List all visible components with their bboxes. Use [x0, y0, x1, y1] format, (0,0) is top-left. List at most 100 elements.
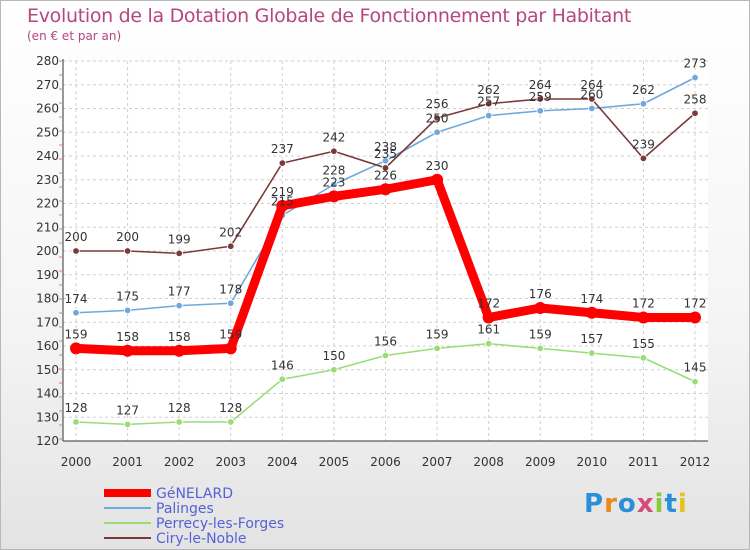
y-tick-label: 160 [36, 339, 59, 353]
chart-subtitle: (en € et par an) [27, 29, 122, 43]
data-label: 242 [322, 130, 345, 144]
data-point [330, 147, 338, 155]
data-point [276, 199, 289, 212]
y-tick-label: 250 [36, 125, 59, 139]
x-tick-label: 2003 [215, 455, 246, 469]
data-point [691, 377, 699, 386]
x-tick-label: 2007 [422, 455, 453, 469]
x-tick-label: 2005 [319, 455, 350, 469]
data-point [588, 95, 596, 103]
y-tick-label: 260 [36, 102, 59, 116]
data-point [381, 157, 390, 165]
data-point [123, 247, 132, 255]
data-point [330, 366, 338, 374]
data-point [585, 306, 598, 319]
data-label: 172 [684, 297, 707, 311]
data-point [227, 418, 235, 426]
data-label: 128 [168, 401, 191, 415]
logo-letter: i [654, 489, 665, 519]
data-label: 260 [580, 88, 603, 102]
data-label: 215 [271, 194, 294, 208]
x-tick-label: 2001 [112, 455, 143, 469]
data-label: 146 [271, 358, 294, 372]
data-label: 230 [426, 159, 449, 173]
data-label: 228 [322, 164, 345, 178]
x-tick-label: 2009 [525, 455, 556, 469]
data-point [433, 128, 441, 136]
data-point [379, 183, 392, 196]
data-point [536, 107, 544, 115]
data-label: 256 [426, 97, 449, 111]
y-tick-label: 270 [36, 78, 59, 92]
data-label: 250 [426, 111, 449, 125]
y-tick-label: 190 [36, 268, 59, 282]
data-label: 157 [580, 332, 603, 346]
data-point [484, 111, 493, 120]
x-tick-label: 2000 [61, 455, 92, 469]
data-point [639, 100, 648, 108]
x-tick-label: 2008 [473, 455, 504, 469]
data-point [431, 173, 444, 186]
y-tick-label: 280 [36, 54, 59, 68]
data-label: 219 [271, 185, 294, 199]
y-tick-label: 170 [36, 315, 59, 329]
data-point [536, 95, 544, 103]
data-label: 128 [219, 401, 242, 415]
data-point [330, 180, 338, 189]
x-tick-label: 2010 [577, 455, 608, 469]
data-point [588, 349, 596, 357]
data-label: 264 [580, 78, 603, 92]
data-label: 264 [529, 78, 552, 92]
y-tick-label: 130 [36, 410, 59, 424]
data-label: 273 [684, 57, 707, 71]
data-point [433, 114, 441, 122]
data-point [70, 342, 82, 355]
data-point [484, 100, 493, 108]
data-point [72, 309, 80, 317]
data-label: 161 [477, 323, 500, 337]
data-label: 176 [529, 287, 552, 301]
data-label: 174 [65, 292, 88, 306]
logo-letter: P [584, 489, 605, 519]
y-tick-label: 140 [36, 387, 59, 401]
x-tick-label: 2006 [370, 455, 401, 469]
data-label: 199 [168, 232, 191, 246]
data-label: 175 [116, 289, 139, 303]
data-label: 202 [219, 225, 242, 239]
data-label: 172 [477, 297, 500, 311]
data-point [72, 247, 80, 255]
proxiti-logo: Proxiti [584, 489, 688, 519]
data-point [691, 109, 699, 117]
data-label: 174 [580, 292, 603, 306]
data-point [639, 354, 648, 362]
data-point [175, 249, 183, 258]
data-point [639, 154, 648, 163]
data-point [121, 344, 134, 357]
data-label: 155 [632, 337, 655, 351]
data-point [588, 104, 596, 113]
logo-letter: i [677, 489, 688, 519]
x-tick-label: 2011 [628, 455, 659, 469]
data-label: 159 [529, 327, 552, 341]
data-point [433, 344, 441, 353]
legend-label: GéNELARD [156, 486, 233, 502]
data-point [381, 164, 390, 172]
data-point [637, 311, 650, 324]
data-point [691, 73, 699, 82]
x-tick-label: 2012 [680, 455, 711, 469]
data-label: 226 [374, 168, 397, 182]
data-point [227, 299, 235, 307]
legend-label: Palinges [156, 501, 214, 517]
data-point [173, 344, 186, 357]
data-label: 150 [322, 349, 345, 363]
y-tick-label: 220 [36, 197, 59, 211]
y-tick-label: 180 [36, 292, 59, 306]
y-tick-label: 240 [36, 149, 59, 163]
data-label: 235 [374, 147, 397, 161]
data-label: 127 [116, 403, 139, 417]
data-point [327, 190, 340, 203]
data-point [227, 242, 235, 250]
data-point [278, 159, 287, 167]
